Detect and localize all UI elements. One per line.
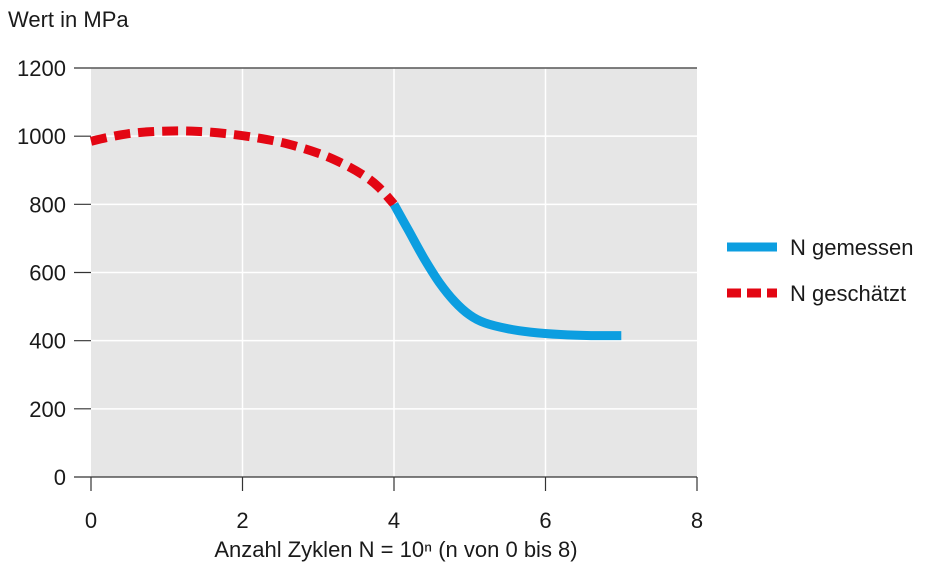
series-line-measured — [390, 202, 622, 341]
series-layer — [89, 126, 622, 341]
legend-label: N gemessen — [790, 235, 914, 260]
x-tick-label: 0 — [85, 508, 97, 533]
tick-labels: 0 200 400 600 800 1000 1200 0 2 4 6 8 — [17, 56, 703, 533]
y-tick-label: 400 — [29, 329, 66, 354]
legend-label: N geschätzt — [790, 281, 906, 306]
axes — [74, 67, 698, 491]
x-tick-label: 6 — [539, 508, 551, 533]
y-tick-label: 200 — [29, 397, 66, 422]
y-axis-title: Wert in MPa — [8, 7, 129, 32]
y-tick-label: 800 — [29, 192, 66, 217]
x-axis-title: Anzahl Zyklen N = 10ⁿ (n von 0 bis 8) — [214, 537, 577, 562]
y-tick-label: 0 — [54, 465, 66, 490]
legend: N gemessen N geschätzt — [727, 235, 914, 306]
x-tick-label: 2 — [236, 508, 248, 533]
y-tick-label: 1000 — [17, 124, 66, 149]
y-tick-label: 1200 — [17, 56, 66, 81]
x-tick-label: 4 — [388, 508, 400, 533]
y-tick-label: 600 — [29, 261, 66, 286]
x-tick-label: 8 — [691, 508, 703, 533]
